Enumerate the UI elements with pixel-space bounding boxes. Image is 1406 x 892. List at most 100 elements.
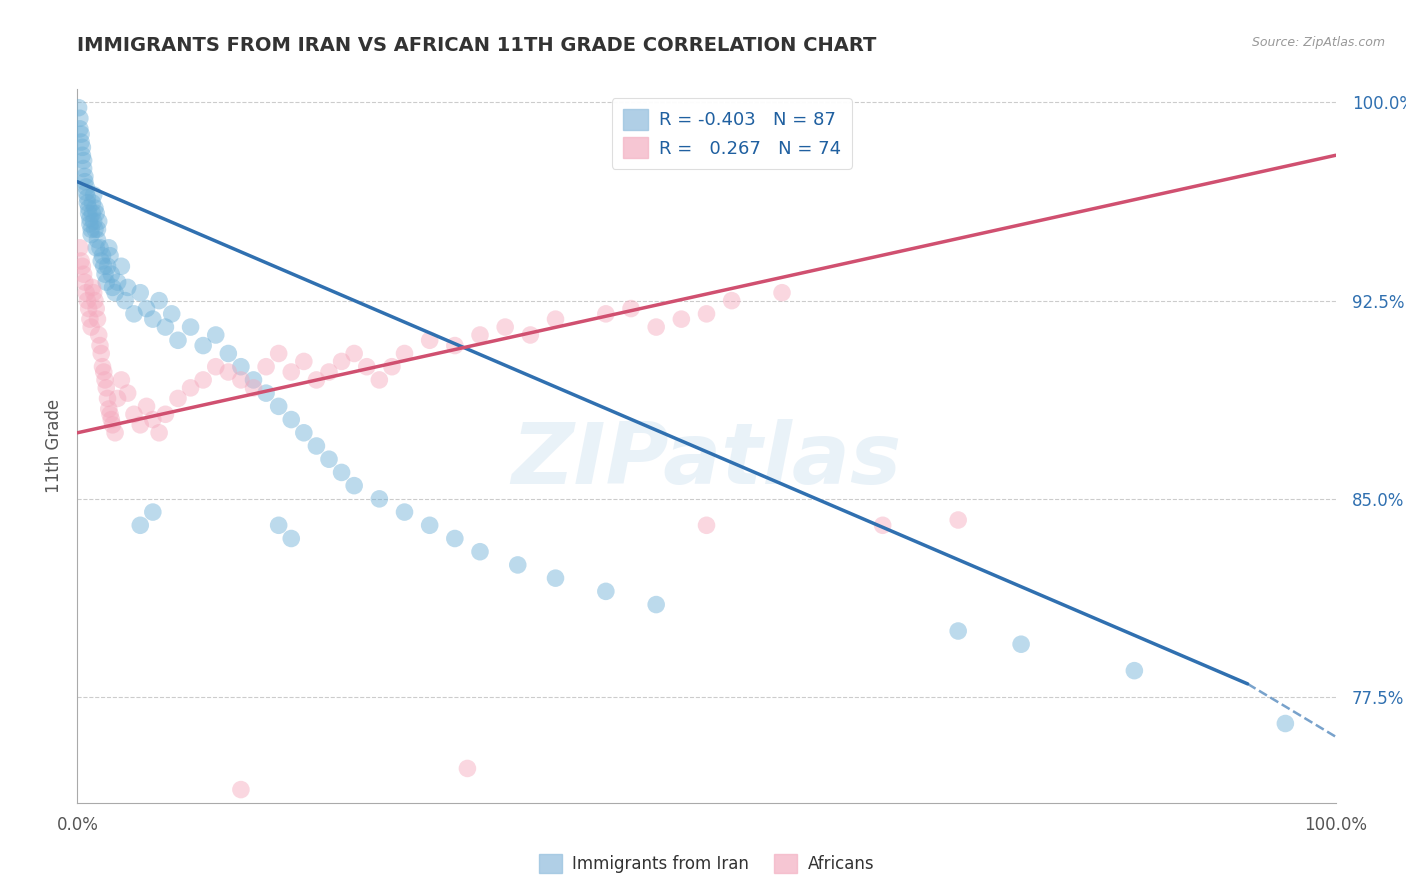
Point [148,425,170,440]
Point [83,188,105,202]
Y-axis label: 11th Grade: 11th Grade [45,399,63,493]
Point [94,373,117,387]
Point [82,280,104,294]
Point [69,241,91,255]
Point [1274,716,1296,731]
Point [305,373,328,387]
Point [343,346,366,360]
Point [77,201,100,215]
Point [80,222,103,236]
Point [720,293,742,308]
Point [155,320,177,334]
Point [76,293,98,308]
Point [142,505,165,519]
Point [83,214,105,228]
Point [217,365,239,379]
Point [280,365,302,379]
Point [671,312,693,326]
Point [93,365,115,379]
Point [356,359,378,374]
Point [72,148,94,162]
Point [96,275,118,289]
Point [191,373,215,387]
Point [330,354,353,368]
Point [544,312,567,326]
Point [70,254,93,268]
Point [83,285,105,300]
Point [129,285,152,300]
Point [89,338,111,352]
Point [242,381,264,395]
Point [519,328,541,343]
Point [84,241,107,255]
Point [155,407,177,421]
Point [267,400,290,414]
Point [107,392,129,406]
Point [595,307,617,321]
Point [75,186,97,200]
Point [91,359,114,374]
Point [330,466,353,480]
Point [167,392,190,406]
Point [419,518,441,533]
Text: IMMIGRANTS FROM IRAN VS AFRICAN 11TH GRADE CORRELATION CHART: IMMIGRANTS FROM IRAN VS AFRICAN 11TH GRA… [77,36,877,54]
Text: Source: ZipAtlas.com: Source: ZipAtlas.com [1251,36,1385,49]
Point [69,121,91,136]
Point [75,180,97,194]
Point [73,275,96,289]
Point [948,513,970,527]
Point [394,505,416,519]
Point [87,214,110,228]
Point [87,328,110,343]
Point [84,301,107,316]
Point [318,365,340,379]
Point [97,402,120,417]
Point [96,392,118,406]
Point [318,452,340,467]
Point [117,386,139,401]
Point [89,241,111,255]
Point [595,584,617,599]
Point [100,267,122,281]
Point [104,425,127,440]
Point [254,386,277,401]
Point [114,293,136,308]
Point [73,175,96,189]
Point [160,307,183,321]
Point [72,153,94,168]
Point [1123,664,1146,678]
Point [167,333,190,347]
Point [72,267,94,281]
Point [84,222,107,236]
Point [394,346,416,360]
Point [86,312,108,326]
Point [122,407,145,421]
Point [242,373,264,387]
Point [72,140,94,154]
Point [86,222,108,236]
Point [67,101,90,115]
Point [292,425,315,440]
Point [254,359,277,374]
Point [148,293,170,308]
Point [69,112,91,126]
Point [280,532,302,546]
Point [770,285,793,300]
Point [468,328,491,343]
Point [696,518,718,533]
Point [444,532,467,546]
Point [80,227,103,242]
Point [122,307,145,321]
Point [79,312,101,326]
Point [76,195,98,210]
Point [97,241,120,255]
Point [76,190,98,204]
Point [645,598,668,612]
Point [696,307,718,321]
Point [70,127,93,141]
Point [191,338,215,352]
Point [180,320,202,334]
Point [90,346,112,360]
Point [305,439,328,453]
Point [948,624,970,638]
